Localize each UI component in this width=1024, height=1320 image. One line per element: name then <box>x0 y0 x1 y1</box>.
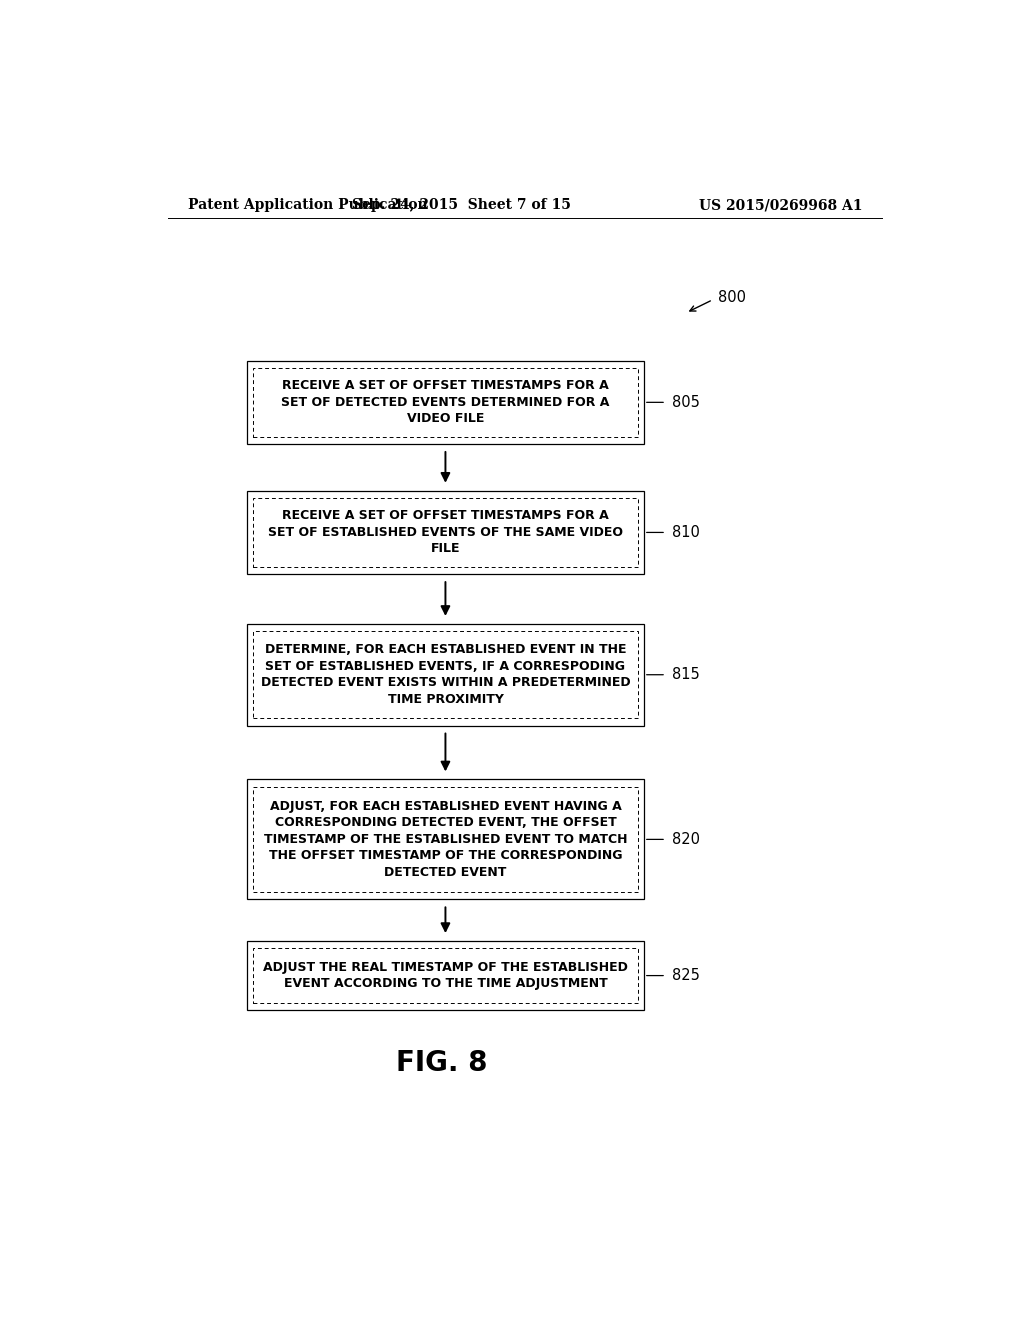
Bar <box>247 360 644 444</box>
Text: 825: 825 <box>673 968 700 983</box>
Text: 815: 815 <box>673 667 700 682</box>
Text: ADJUST, FOR EACH ESTABLISHED EVENT HAVING A
CORRESPONDING DETECTED EVENT, THE OF: ADJUST, FOR EACH ESTABLISHED EVENT HAVIN… <box>264 800 627 879</box>
Bar <box>253 498 638 568</box>
Bar <box>253 631 638 718</box>
Text: Patent Application Publication: Patent Application Publication <box>187 198 427 213</box>
Text: RECEIVE A SET OF OFFSET TIMESTAMPS FOR A
SET OF DETECTED EVENTS DETERMINED FOR A: RECEIVE A SET OF OFFSET TIMESTAMPS FOR A… <box>282 379 609 425</box>
Bar <box>253 948 638 1003</box>
Bar <box>253 787 638 892</box>
Text: FIG. 8: FIG. 8 <box>395 1049 487 1077</box>
Bar <box>247 941 644 1010</box>
Text: 810: 810 <box>673 525 700 540</box>
Text: 800: 800 <box>718 290 745 305</box>
Bar <box>253 368 638 437</box>
Text: RECEIVE A SET OF OFFSET TIMESTAMPS FOR A
SET OF ESTABLISHED EVENTS OF THE SAME V: RECEIVE A SET OF OFFSET TIMESTAMPS FOR A… <box>268 510 623 556</box>
Text: 805: 805 <box>673 395 700 409</box>
Bar <box>247 779 644 899</box>
Bar <box>247 624 644 726</box>
Text: 820: 820 <box>673 832 700 847</box>
Text: Sep. 24, 2015  Sheet 7 of 15: Sep. 24, 2015 Sheet 7 of 15 <box>352 198 570 213</box>
Bar <box>247 491 644 574</box>
Text: US 2015/0269968 A1: US 2015/0269968 A1 <box>698 198 862 213</box>
Text: DETERMINE, FOR EACH ESTABLISHED EVENT IN THE
SET OF ESTABLISHED EVENTS, IF A COR: DETERMINE, FOR EACH ESTABLISHED EVENT IN… <box>261 643 630 706</box>
Text: ADJUST THE REAL TIMESTAMP OF THE ESTABLISHED
EVENT ACCORDING TO THE TIME ADJUSTM: ADJUST THE REAL TIMESTAMP OF THE ESTABLI… <box>263 961 628 990</box>
